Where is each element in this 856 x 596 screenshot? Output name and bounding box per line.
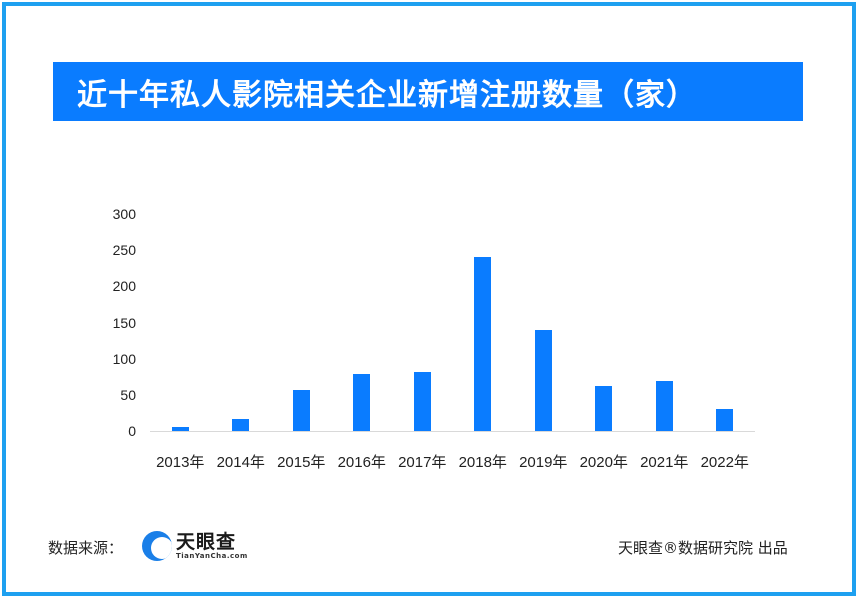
tianyancha-logo: 天眼查 TianYanCha.com	[142, 531, 248, 561]
x-tick-label: 2015年	[277, 454, 326, 471]
bar-2013	[171, 427, 189, 431]
bar-2020	[595, 386, 613, 431]
x-tick-label: 2019年	[519, 454, 568, 471]
x-tick-label: 2017年	[398, 454, 447, 471]
bar-2017	[413, 371, 431, 431]
bar-2019	[534, 329, 552, 431]
x-tick-label: 2021年	[640, 454, 689, 471]
logo-domain: TianYanCha.com	[176, 551, 248, 560]
credit-text: 天眼查®数据研究院 出品	[618, 539, 788, 557]
y-tick-label: 100	[112, 350, 136, 367]
y-tick-label: 0	[128, 423, 136, 439]
x-tick-label: 2013年	[156, 454, 205, 471]
source-label: 数据来源：	[48, 539, 124, 557]
x-tick-label: 2018年	[458, 454, 507, 471]
y-tick-label: 50	[120, 386, 136, 403]
x-tick-label: 2016年	[337, 454, 386, 471]
logo-name: 天眼查	[176, 530, 237, 553]
title-bar: 近十年私人影院相关企业新增注册数量（家）	[53, 62, 803, 121]
x-tick-label: 2014年	[216, 454, 265, 471]
bar-2022	[716, 409, 734, 431]
bar-2018	[474, 256, 492, 431]
bar-2016	[353, 373, 371, 431]
y-tick-label: 250	[112, 242, 136, 259]
y-tick-label: 200	[112, 278, 136, 295]
x-tick-label: 2020年	[579, 454, 628, 471]
tianyancha-logo-icon	[142, 531, 172, 561]
x-axis-line	[150, 431, 755, 432]
x-tick-label: 2022年	[700, 454, 749, 471]
bar-2015	[292, 390, 310, 431]
y-tick-label: 150	[112, 314, 136, 331]
bar-2021	[655, 381, 673, 431]
chart-title: 近十年私人影院相关企业新增注册数量（家）	[77, 77, 697, 113]
bar-2014	[232, 418, 250, 431]
y-tick-label: 300	[112, 206, 136, 222]
